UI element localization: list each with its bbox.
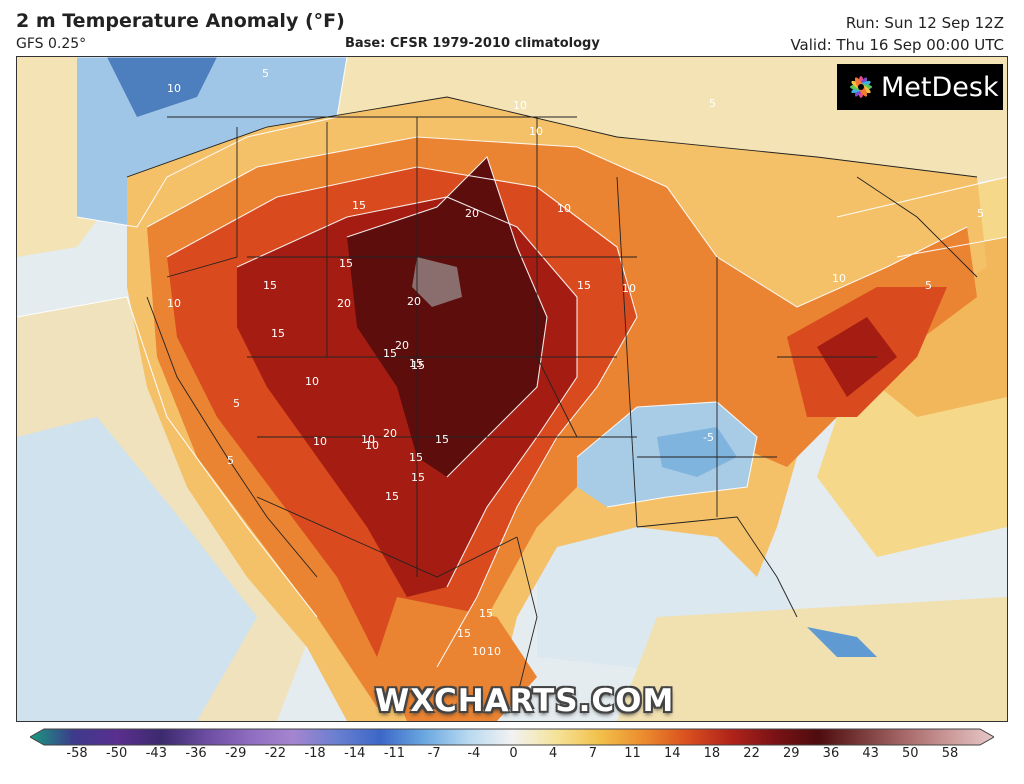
colorado-grey-zone bbox=[412, 257, 462, 307]
contour-label: 10 bbox=[361, 433, 375, 446]
contour-lines bbox=[17, 57, 1007, 668]
colorbar-tick-label: 4 bbox=[549, 746, 558, 761]
contour-label: 10 bbox=[832, 272, 846, 285]
mexico-warm-zone bbox=[377, 597, 537, 721]
colorbar-ticks: -58 -50 -43 -36 -29 -22 -18 -14 -11 -7 -4 0 4 7 11 14 18… bbox=[0, 746, 1024, 768]
colorbar-tick-label: 50 bbox=[902, 746, 919, 761]
contour-label: 15 bbox=[339, 257, 353, 270]
contour-label: 15 bbox=[479, 607, 493, 620]
climatology-base-label: Base: CFSR 1979-2010 climatology bbox=[345, 36, 600, 51]
contour-label: 15 bbox=[271, 327, 285, 340]
contour-label: 20 bbox=[337, 297, 351, 310]
colorbar-tick-label: 18 bbox=[703, 746, 721, 761]
contour-label: 10 bbox=[313, 435, 327, 448]
colorbar-strip bbox=[30, 728, 994, 746]
colorbar-tick-label: 29 bbox=[782, 746, 800, 761]
canada-cold-zone bbox=[107, 57, 217, 117]
cuba-cool-zone bbox=[807, 627, 877, 657]
political-borders bbox=[126, 96, 978, 698]
anomaly-map-canvas: 10 5 10 10 5 10 15 20 15 15 20 20 20 15 … bbox=[17, 57, 1007, 721]
contour-label: 15 bbox=[457, 627, 471, 640]
metdesk-logo: MetDesk bbox=[837, 64, 1003, 110]
colorbar-tick-label: -14 bbox=[344, 746, 366, 761]
colorbar-tick-label: 14 bbox=[663, 746, 681, 761]
colorbar-tick-label: 0 bbox=[509, 746, 518, 761]
contour-label: 15 bbox=[411, 471, 425, 484]
colorbar-tick-label: -36 bbox=[185, 746, 207, 761]
watermark: WXCHARTS.COM bbox=[375, 683, 675, 719]
metdesk-flower-logo-icon bbox=[850, 76, 872, 98]
colorbar-tick-label: -50 bbox=[106, 746, 128, 761]
run-time-label: Run: Sun 12 Sep 12Z bbox=[845, 14, 1004, 32]
contour-label: 15 bbox=[352, 199, 366, 212]
colorbar-tick-label: -29 bbox=[225, 746, 247, 761]
contour-label: 15 bbox=[577, 279, 591, 292]
contour-label: 20 bbox=[465, 207, 479, 220]
contour-label: 15 bbox=[409, 357, 423, 370]
colorbar-tick-label: -7 bbox=[427, 746, 441, 761]
colorbar-tick-label: 7 bbox=[588, 746, 597, 761]
colorbar-tick-label: 22 bbox=[743, 746, 760, 761]
contour-label: 5 bbox=[233, 397, 240, 410]
map-title: 2 m Temperature Anomaly (°F) bbox=[16, 10, 345, 32]
colorbar-tick-label: 58 bbox=[941, 746, 959, 761]
contour-label: 20 bbox=[383, 427, 397, 440]
pacific-cool-zone bbox=[17, 417, 257, 721]
land-extreme-zone bbox=[347, 157, 547, 477]
contour-label: 10 bbox=[167, 297, 181, 310]
contour-label: 10 bbox=[529, 125, 543, 138]
colorbar-tick-label: -18 bbox=[304, 746, 326, 761]
contour-label: 15 bbox=[383, 347, 397, 360]
colorbar-tick-label: 43 bbox=[862, 746, 879, 761]
contour-label: 15 bbox=[385, 490, 399, 503]
contour-label: 15 bbox=[435, 433, 449, 446]
contour-label: 10 bbox=[513, 99, 527, 112]
contour-label: 5 bbox=[227, 454, 234, 467]
contour-label: -5 bbox=[703, 431, 714, 444]
colorbar-tick-label: -22 bbox=[264, 746, 287, 761]
contour-label: 20 bbox=[395, 339, 409, 352]
contour-label: 10 bbox=[472, 645, 486, 658]
colorbar-tick-label: 36 bbox=[822, 746, 840, 761]
contour-label: 10 bbox=[365, 439, 379, 452]
contour-label: 10 bbox=[305, 375, 319, 388]
colorbar-tick-label: -4 bbox=[467, 746, 481, 761]
contour-label: 5 bbox=[262, 67, 269, 80]
contour-label: 10 bbox=[167, 82, 181, 95]
colorbar-tick-label: 11 bbox=[624, 746, 641, 761]
contour-label: 15 bbox=[409, 451, 423, 464]
contour-label: 5 bbox=[709, 97, 716, 110]
caribbean-zone bbox=[617, 597, 1007, 721]
contour-label: 5 bbox=[977, 207, 984, 220]
anomaly-map: 10 5 10 10 5 10 15 20 15 15 20 20 20 15 … bbox=[16, 56, 1008, 722]
contour-label-group: 10 5 10 10 5 10 15 20 15 15 20 20 20 15 … bbox=[167, 67, 984, 658]
colorbar-tick-label: -58 bbox=[66, 746, 88, 761]
contour-label: 10 bbox=[557, 202, 571, 215]
contour-label: 10 bbox=[622, 282, 636, 295]
contour-label: 10 bbox=[487, 645, 501, 658]
colorbar-tick-label: -43 bbox=[145, 746, 167, 761]
colorbar-tick-label: -11 bbox=[383, 746, 406, 761]
contour-label: 15 bbox=[263, 279, 277, 292]
contour-label: 5 bbox=[925, 279, 932, 292]
contour-label: 15 bbox=[411, 359, 425, 372]
colorbar bbox=[30, 728, 994, 746]
valid-time-label: Valid: Thu 16 Sep 00:00 UTC bbox=[790, 36, 1004, 54]
brand-name: MetDesk bbox=[881, 72, 999, 103]
model-label: GFS 0.25° bbox=[16, 36, 87, 52]
contour-label: 20 bbox=[407, 295, 421, 308]
